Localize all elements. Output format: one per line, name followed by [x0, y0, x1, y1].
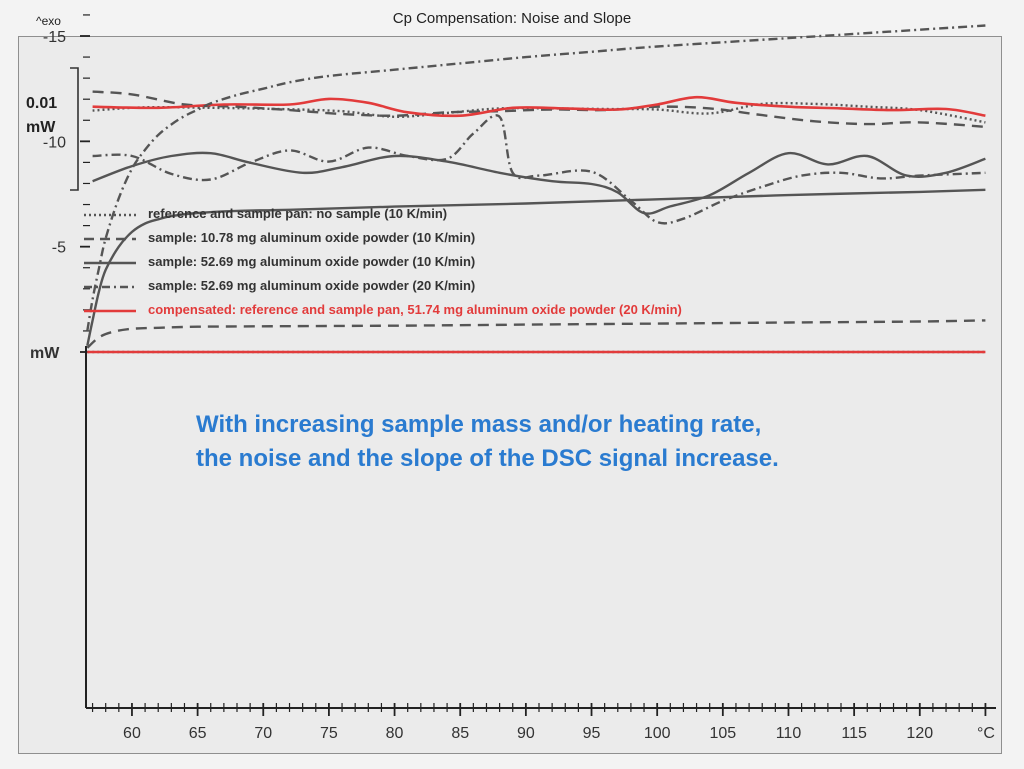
x-tick-label: 120 — [906, 725, 933, 742]
x-tick-label: 65 — [189, 725, 207, 742]
x-tick-label: 60 — [123, 725, 141, 742]
scale-bracket — [70, 67, 79, 191]
x-tick-label: 110 — [776, 725, 802, 742]
y-tick-label: -10 — [43, 134, 66, 151]
x-tick-label: 90 — [517, 725, 535, 742]
dsc-series-solid-line — [86, 188, 986, 346]
annotation: With increasing sample mass and/or heati… — [196, 408, 779, 476]
y-tick-label: -5 — [52, 240, 66, 257]
noise-series-solid-line — [92, 151, 986, 215]
annotation-line: the noise and the slope of the DSC signa… — [196, 445, 779, 472]
y-tick-label: -15 — [43, 29, 66, 46]
legend-swatch-red — [84, 309, 136, 313]
chart-title: Cp Compensation: Noise and Slope — [392, 10, 632, 27]
legend-label: sample: 10.78 mg aluminum oxide powder (… — [148, 230, 476, 245]
legend-label: compensated: reference and sample pan, 5… — [148, 302, 682, 317]
legend-swatch-solid — [84, 261, 136, 265]
annotation-line: With increasing sample mass and/or heati… — [196, 411, 762, 438]
x-tick-label: 105 — [709, 725, 736, 742]
noise-series-dashdot-line — [92, 114, 986, 225]
x-tick-label: 70 — [254, 725, 272, 742]
legend-label: sample: 52.69 mg aluminum oxide powder (… — [148, 254, 476, 269]
legend-label: sample: 52.69 mg aluminum oxide powder (… — [148, 278, 476, 293]
x-tick-label: 100 — [644, 725, 671, 742]
scale-bar-label: 0.01 mW — [26, 92, 57, 140]
legend-swatch-dotted — [84, 213, 136, 217]
x-tick-label: 95 — [583, 725, 601, 742]
scale-bar-unit: mW — [26, 119, 56, 136]
legend-swatch-dashed — [84, 237, 136, 241]
dsc-series-dashdot-line — [86, 24, 986, 332]
x-tick-label: 75 — [320, 725, 338, 742]
x-axis-unit: °C — [977, 725, 995, 742]
y-axis-unit: mW — [30, 345, 60, 362]
x-tick-label: 80 — [386, 725, 404, 742]
legend-label: reference and sample pan: no sample (10 … — [148, 206, 448, 221]
noise-series-solid-line — [92, 95, 986, 118]
x-tick-label: 85 — [451, 725, 469, 742]
x-tick-label: 115 — [841, 725, 867, 742]
noise-series-dashed-line — [92, 90, 986, 129]
scale-bar-value: 0.01 — [26, 95, 58, 112]
legend-swatch-dashdot — [84, 285, 136, 289]
exo-direction-label: ^exo — [36, 14, 61, 28]
dsc-series-dashed-line — [86, 319, 986, 349]
